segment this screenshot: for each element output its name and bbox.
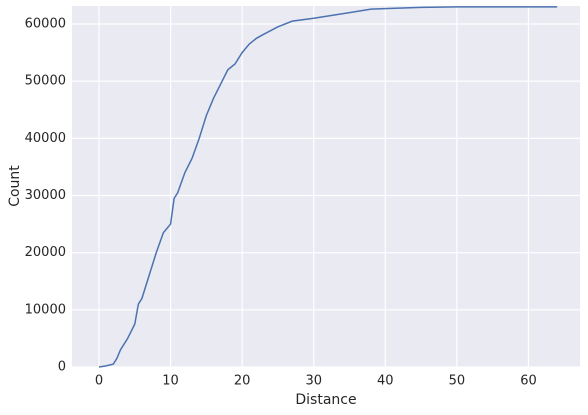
y-tick-label: 10000 — [25, 302, 66, 317]
x-tick-label: 10 — [162, 374, 179, 389]
line — [98, 6, 558, 368]
x-tick-label: 20 — [234, 374, 251, 389]
grid — [72, 6, 580, 368]
plot-area — [72, 6, 580, 367]
x-tick-label: 50 — [449, 374, 466, 389]
x-tick-label: 0 — [95, 374, 103, 389]
y-tick-label: 50000 — [25, 74, 66, 89]
y-tick-label: 30000 — [25, 188, 66, 203]
x-tick-label: 30 — [305, 374, 322, 389]
x-tick-label: 60 — [520, 374, 537, 389]
y-tick-label: 40000 — [25, 131, 66, 146]
y-tick-label: 60000 — [25, 17, 66, 32]
x-tick-label: 40 — [377, 374, 394, 389]
y-tick-label: 0 — [58, 360, 66, 375]
x-axis-label: Distance — [295, 392, 356, 408]
y-tick-label: 20000 — [25, 245, 66, 260]
y-axis-label: Count — [7, 165, 23, 207]
